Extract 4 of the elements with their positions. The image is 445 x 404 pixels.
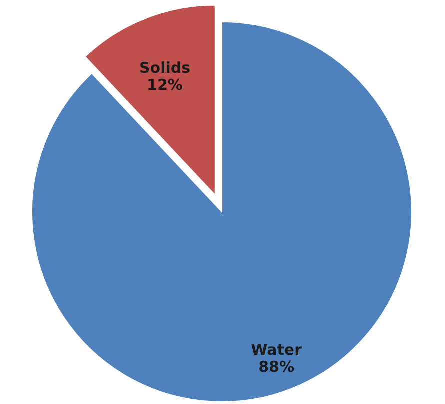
slice-label: Solids (139, 59, 191, 78)
data-label: 88% (258, 358, 295, 376)
slice-label: Water (251, 340, 303, 359)
data-label: 12% (147, 76, 183, 94)
